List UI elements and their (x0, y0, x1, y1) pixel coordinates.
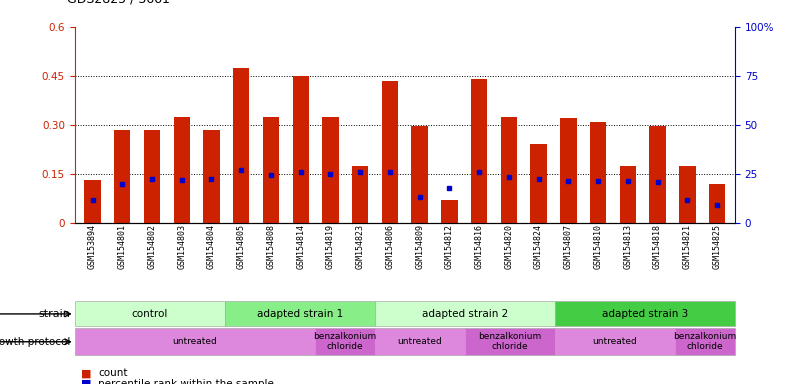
Bar (531, 144, 547, 223)
Text: benzalkonium
chloride: benzalkonium chloride (313, 332, 376, 351)
Bar (560, 118, 577, 223)
Bar (471, 79, 487, 223)
Text: GSM154820: GSM154820 (505, 224, 513, 269)
Text: GSM154823: GSM154823 (356, 224, 365, 269)
Bar (465, 328, 555, 355)
Bar (84, 180, 101, 223)
Bar (709, 184, 725, 223)
Bar (322, 117, 339, 223)
Text: untreated: untreated (593, 337, 637, 346)
Bar (441, 200, 457, 223)
Text: count: count (98, 368, 128, 378)
Bar (412, 126, 428, 223)
Text: benzalkonium
chloride: benzalkonium chloride (674, 332, 736, 351)
Text: GSM154804: GSM154804 (207, 224, 216, 269)
Bar (555, 301, 735, 326)
Bar (619, 166, 636, 223)
Text: GSM154802: GSM154802 (148, 224, 156, 269)
Bar (75, 328, 314, 355)
Text: growth protocol: growth protocol (0, 337, 71, 347)
Bar (679, 166, 696, 223)
Bar (675, 328, 735, 355)
Text: percentile rank within the sample: percentile rank within the sample (98, 379, 274, 384)
Text: ■: ■ (81, 368, 91, 378)
Text: GSM154816: GSM154816 (475, 224, 483, 269)
Text: GSM154813: GSM154813 (623, 224, 633, 269)
Text: untreated: untreated (172, 337, 217, 346)
Text: GSM154812: GSM154812 (445, 224, 454, 269)
Text: strain: strain (39, 309, 71, 319)
Text: GSM154807: GSM154807 (564, 224, 573, 269)
Text: GDS2825 / 3661: GDS2825 / 3661 (67, 0, 170, 6)
Text: GSM154801: GSM154801 (118, 224, 127, 269)
Text: ■: ■ (81, 379, 91, 384)
Bar (75, 301, 225, 326)
Text: GSM154806: GSM154806 (385, 224, 395, 269)
Bar (174, 117, 190, 223)
Bar (292, 76, 309, 223)
Text: GSM154805: GSM154805 (237, 224, 246, 269)
Text: control: control (131, 309, 168, 319)
Text: GSM154818: GSM154818 (653, 224, 662, 269)
Text: GSM153894: GSM153894 (88, 224, 97, 269)
Bar (144, 130, 160, 223)
Text: GSM154824: GSM154824 (534, 224, 543, 269)
Bar (233, 68, 249, 223)
Text: adapted strain 2: adapted strain 2 (421, 309, 508, 319)
Bar (263, 117, 279, 223)
Text: benzalkonium
chloride: benzalkonium chloride (478, 332, 542, 351)
Text: GSM154819: GSM154819 (326, 224, 335, 269)
Text: GSM154814: GSM154814 (296, 224, 305, 269)
Bar (114, 130, 130, 223)
Bar (204, 130, 219, 223)
Text: GSM154821: GSM154821 (683, 224, 692, 269)
Bar (382, 81, 398, 223)
Bar (590, 121, 606, 223)
Text: untreated: untreated (398, 337, 443, 346)
Bar (501, 117, 517, 223)
Bar (352, 166, 369, 223)
Text: GSM154809: GSM154809 (415, 224, 424, 269)
Text: adapted strain 1: adapted strain 1 (256, 309, 343, 319)
Bar (314, 328, 375, 355)
Bar (225, 301, 375, 326)
Text: adapted strain 3: adapted strain 3 (602, 309, 688, 319)
Bar (375, 328, 465, 355)
Text: GSM154803: GSM154803 (177, 224, 186, 269)
Bar (375, 301, 555, 326)
Bar (649, 126, 666, 223)
Bar (555, 328, 675, 355)
Text: GSM154808: GSM154808 (266, 224, 275, 269)
Text: GSM154810: GSM154810 (593, 224, 603, 269)
Text: GSM154825: GSM154825 (713, 224, 722, 269)
